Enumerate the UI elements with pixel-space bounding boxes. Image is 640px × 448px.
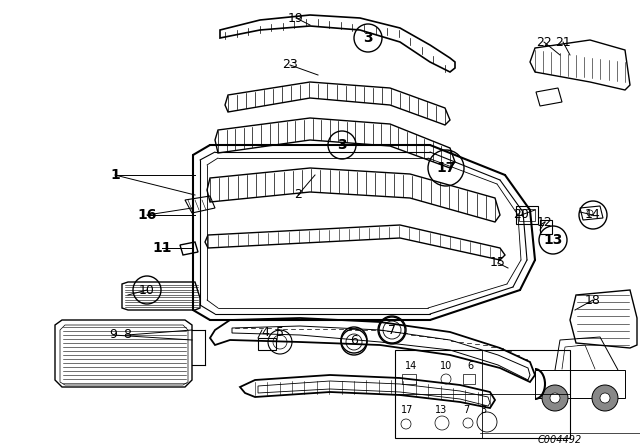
Text: 6: 6: [467, 361, 473, 371]
Bar: [402, 374, 416, 384]
Text: C004492: C004492: [538, 435, 582, 445]
Bar: [516, 206, 538, 224]
Text: 6: 6: [350, 333, 358, 346]
Bar: [519, 209, 535, 221]
Text: 12: 12: [537, 215, 553, 228]
Text: 16: 16: [138, 208, 157, 222]
Text: 4: 4: [261, 326, 269, 339]
Circle shape: [600, 393, 610, 403]
Circle shape: [592, 385, 618, 411]
Text: 7: 7: [388, 323, 396, 336]
Text: 2: 2: [294, 189, 302, 202]
Text: 23: 23: [282, 59, 298, 72]
Text: 19: 19: [288, 12, 304, 25]
Text: 17: 17: [401, 405, 413, 415]
Text: 11: 11: [152, 241, 172, 255]
Circle shape: [550, 393, 560, 403]
Text: 22: 22: [536, 35, 552, 48]
Text: 10: 10: [139, 284, 155, 297]
Circle shape: [542, 385, 568, 411]
Text: 15: 15: [490, 257, 506, 270]
Bar: [535, 370, 625, 398]
Bar: [540, 220, 552, 234]
Text: 5: 5: [276, 326, 284, 339]
Text: 8: 8: [123, 328, 131, 341]
Text: 14: 14: [405, 361, 417, 371]
Bar: [395, 350, 570, 438]
Text: 3: 3: [363, 31, 373, 45]
Bar: [463, 374, 475, 384]
Bar: [258, 338, 276, 350]
Text: 10: 10: [440, 361, 452, 371]
Text: 1: 1: [110, 168, 120, 182]
Text: 18: 18: [585, 293, 601, 306]
Text: 17: 17: [436, 161, 456, 175]
Text: 7: 7: [463, 405, 469, 415]
Text: 20: 20: [513, 208, 529, 221]
Text: 14: 14: [585, 208, 601, 221]
Text: 3: 3: [337, 138, 347, 152]
Text: 13: 13: [435, 405, 447, 415]
Text: 9: 9: [109, 328, 117, 341]
Text: 13: 13: [543, 233, 563, 247]
Text: 3: 3: [480, 405, 486, 415]
Text: 21: 21: [555, 35, 571, 48]
